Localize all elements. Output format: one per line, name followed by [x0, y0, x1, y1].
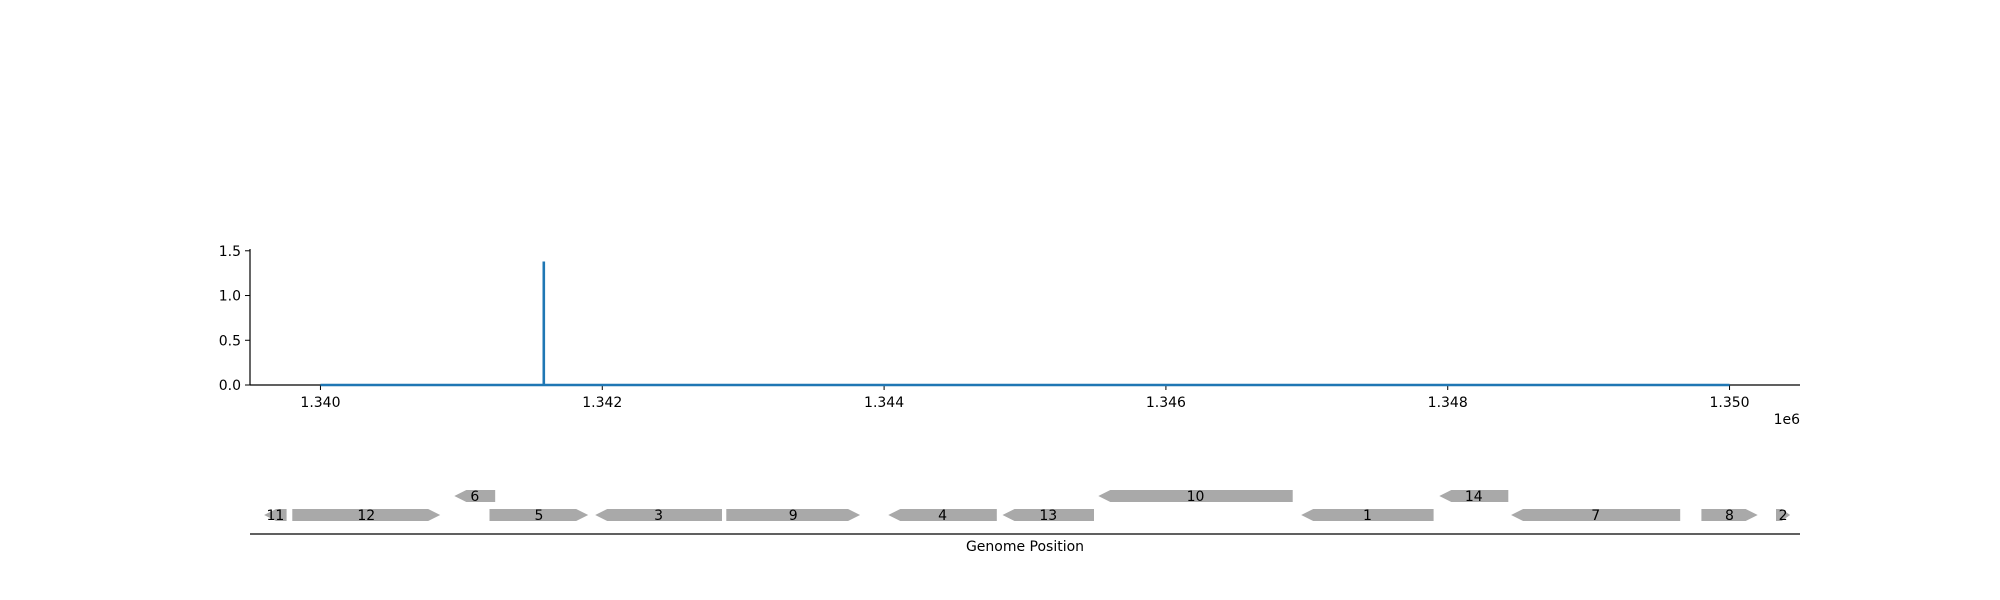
- y-tick-label: 1.0: [219, 289, 241, 305]
- gene-label: 8: [1725, 508, 1734, 524]
- gene-label: 6: [470, 489, 479, 505]
- gene-label: 2: [1779, 508, 1788, 524]
- gene-label: 9: [789, 508, 798, 524]
- x-axis-ticks: 1.340 1.342 1.344 1.346 1.348 1.350: [300, 385, 1750, 411]
- y-axis-ticks: 0.0 0.5 1.0 1.5: [219, 244, 250, 394]
- x-tick-label: 1.340: [300, 395, 340, 411]
- y-tick-label: 0.0: [219, 378, 241, 394]
- x-tick-label: 1.346: [1146, 395, 1186, 411]
- coverage-series-line: [320, 261, 1730, 387]
- gene-arrow: [489, 509, 589, 521]
- x-tick-label: 1.342: [582, 395, 622, 411]
- x-tick-label: 1.350: [1709, 395, 1749, 411]
- gene-label: 13: [1039, 508, 1057, 524]
- gene-arrow: [726, 509, 861, 521]
- x-tick-label: 1.344: [864, 395, 904, 411]
- gene-arrow: [292, 509, 441, 521]
- gene-label: 10: [1187, 489, 1205, 505]
- gene-arrow: [1301, 509, 1434, 521]
- gene-arrow: [1098, 490, 1293, 502]
- y-tick-label: 0.5: [219, 333, 241, 349]
- gene-arrow: [1511, 509, 1681, 521]
- gene-arrow: [1776, 509, 1791, 521]
- gene-arrow: [1701, 509, 1758, 521]
- gene-label: 1: [1363, 508, 1372, 524]
- gene-arrow: [888, 509, 997, 521]
- gene-label: 3: [654, 508, 663, 524]
- gene-arrow: [264, 509, 287, 521]
- x-tick-label: 1.348: [1428, 395, 1468, 411]
- gene-label: 7: [1591, 508, 1600, 524]
- gene-label: 4: [938, 508, 947, 524]
- x-axis-label: Genome Position: [966, 539, 1084, 555]
- y-tick-label: 1.5: [219, 244, 241, 260]
- gene-arrow: [1439, 490, 1509, 502]
- gene-track-panel: 11 12 6 5 3 9 4 13 10 1 14 7 8 2 Genome Position: [250, 489, 1800, 555]
- gene-label: 11: [266, 508, 284, 524]
- gene-label: 12: [357, 508, 375, 524]
- x-offset-label: 1e6: [1774, 412, 1801, 428]
- coverage-panel: 1.340 1.342 1.344 1.346 1.348 1.350 0.0 0.5 1.0…: [219, 244, 1800, 428]
- gene-arrow: [595, 509, 722, 521]
- gene-label: 5: [534, 508, 543, 524]
- gene-label: 14: [1465, 489, 1483, 505]
- gene-arrow: [1002, 509, 1094, 521]
- gene-arrows: 11 12 6 5 3 9 4 13 10 1 14 7 8 2: [264, 489, 1791, 524]
- gene-arrow: [454, 490, 496, 502]
